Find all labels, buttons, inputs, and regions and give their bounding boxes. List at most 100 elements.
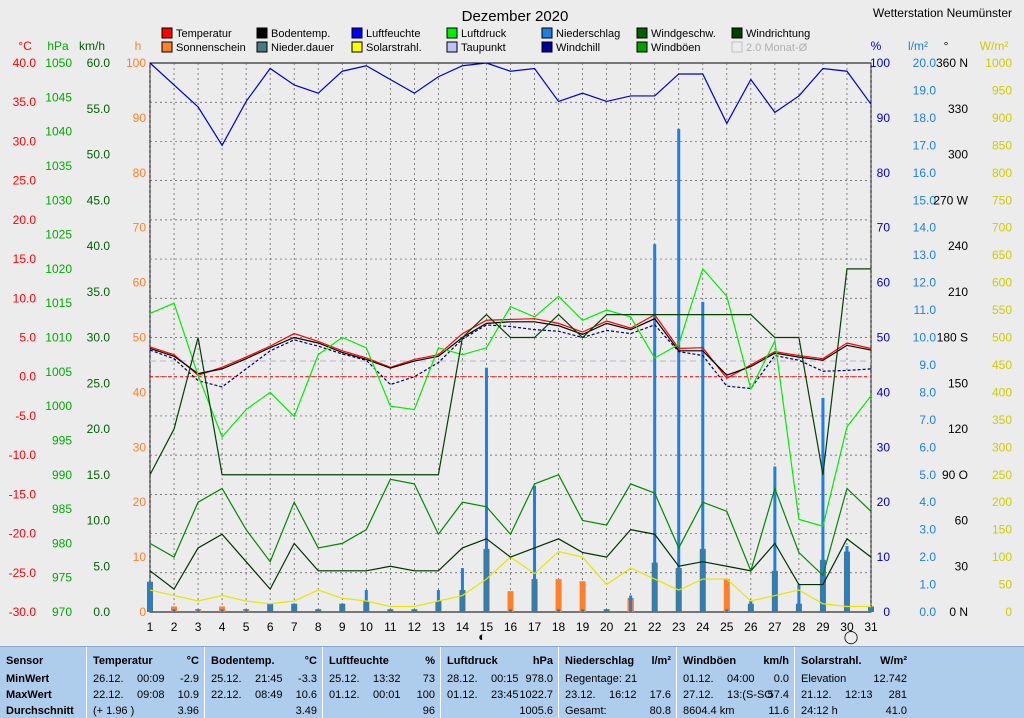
stats-cell-label: Gesamt: <box>565 705 607 717</box>
stats-cell-label: 27.12. <box>683 689 714 701</box>
moon-phase-marker: ◯ <box>844 629 859 645</box>
tick-label-lm2: 11.0 <box>914 303 937 317</box>
legend-swatch <box>256 27 268 39</box>
tick-label-hpa: 1030 <box>45 193 72 207</box>
station-name: Wetterstation Neumünster <box>873 6 1012 20</box>
niederschlag-bar <box>316 609 320 612</box>
legend-swatch <box>256 41 268 53</box>
stats-column: Windböen km/h 01.12. 04:00 0.0 27.12. 13:(S-SO… <box>676 647 795 718</box>
moon-phase-marker: ◐ <box>478 629 486 644</box>
x-tick-label: 17 <box>528 620 542 634</box>
x-tick-label: 16 <box>504 620 518 634</box>
stats-cell-time: 00:15 <box>491 673 519 685</box>
tick-label-wm2: 650 <box>992 248 1012 262</box>
series-line-temperatur <box>149 313 872 380</box>
stats-column-unit: W/m² <box>880 655 907 667</box>
tick-label-temp: -10.0 <box>9 448 37 462</box>
x-tick-label: 3 <box>195 620 202 634</box>
niederschlag-bar <box>773 466 777 612</box>
legend-swatch <box>446 27 458 39</box>
niederschlag-bar <box>460 568 464 612</box>
stats-cell-time: 13:32 <box>373 673 401 685</box>
stats-cell-time: 23:45 <box>491 689 519 701</box>
niederschlag-bar <box>725 609 729 612</box>
niederschlag-bar <box>533 485 537 612</box>
tick-label-temp: -30.0 <box>9 605 37 619</box>
tick-label-kmh: 5.0 <box>93 559 110 573</box>
niederschlag-bar <box>412 609 416 612</box>
sonnenschein-bar <box>555 579 562 612</box>
tick-label-deg: 300 <box>948 148 968 162</box>
legend-swatch <box>636 27 648 39</box>
stats-cell-time: 04:00 <box>727 673 755 685</box>
tick-label-kmh: 60.0 <box>87 56 111 70</box>
stats-column: Bodentemp. °C 25.12. 21:45 -3.3 22.12. 08:49 10… <box>204 647 323 718</box>
stats-column: Niederschlag l/m² Regentage: 21 23.12. 16:12… <box>558 647 677 718</box>
legend-swatch <box>731 27 743 39</box>
stats-column: Temperatur °C 26.12. 00:09 -2.9 22.12. 09:08 10… <box>86 647 205 718</box>
stats-cell-value: 1022.7 <box>519 689 553 701</box>
tick-label-lm2: 19.0 <box>913 83 937 97</box>
tick-label-deg: 210 <box>948 285 968 299</box>
x-tick-label: 23 <box>672 620 686 634</box>
tick-label-hpa: 1000 <box>45 399 72 413</box>
x-tick-label: 18 <box>552 620 566 634</box>
tick-label-kmh: 0.0 <box>93 605 110 619</box>
stats-cell-time: 13:(S-SO <box>727 689 773 701</box>
tick-label-lm2: 20.0 <box>913 56 937 70</box>
stats-cell-value: 11.6 <box>768 705 789 717</box>
stats-cell-label: 25.12. <box>329 673 360 685</box>
series-line-windb-en <box>149 473 872 577</box>
stats-column-unit: °C <box>186 655 199 667</box>
stats-cell-time: 16:12 <box>609 689 637 701</box>
axis-unit-temp: °C <box>18 39 32 53</box>
sonnenschein-bar <box>579 581 586 612</box>
stats-cell-label: Elevation <box>801 673 847 685</box>
x-tick-label: 27 <box>768 620 782 634</box>
legend-swatch <box>351 27 363 39</box>
tick-label-hpa: 1020 <box>45 262 72 276</box>
x-tick-label: 11 <box>384 620 397 634</box>
x-tick-label: 2 <box>171 620 178 634</box>
tick-label-hpa: 995 <box>52 433 72 447</box>
tick-label-deg: 360 N <box>936 56 968 70</box>
tick-label-temp: 5.0 <box>19 331 36 345</box>
stats-cell-value: 3.49 <box>295 705 317 717</box>
tick-label-hpa: 1025 <box>45 228 72 242</box>
legend-swatch <box>161 27 173 39</box>
x-tick-label: 31 <box>864 620 878 634</box>
sonnenschein-bar <box>507 591 514 612</box>
stats-cell-value: 57.4 <box>767 689 789 701</box>
sonnenschein-bar <box>723 579 730 612</box>
tick-label-hours: 0 <box>139 605 146 619</box>
stats-row-label: Durchschnitt <box>6 705 74 717</box>
tick-label-wm2: 700 <box>992 221 1012 235</box>
axis-unit-deg: ° <box>944 39 949 53</box>
tick-label-wm2: 150 <box>992 523 1012 537</box>
axis-unit-lm2: l/m² <box>908 39 928 53</box>
tick-label-hours: 30 <box>133 440 147 454</box>
legend-swatch <box>636 41 648 53</box>
tick-label-lm2: 15.0 <box>913 193 937 207</box>
tick-label-wm2: 800 <box>992 166 1012 180</box>
stats-column-title: Luftfeuchte <box>329 655 389 667</box>
stats-cell-value: 281 <box>888 689 907 701</box>
legend-label: Nieder.dauer <box>271 42 334 54</box>
tick-label-hpa: 1045 <box>45 90 72 104</box>
tick-label-hpa: 1005 <box>45 365 72 379</box>
x-tick-label: 14 <box>456 620 470 634</box>
tick-label-hours: 20 <box>133 495 147 509</box>
stats-row-labels: Sensor MinWert MaxWert Durchschnitt <box>0 647 86 718</box>
x-tick-label: 6 <box>267 620 274 634</box>
stats-row-label: MaxWert <box>6 689 52 701</box>
tick-label-deg: 120 <box>948 422 968 436</box>
x-tick-label: 12 <box>408 620 422 634</box>
tick-label-wm2: 500 <box>992 331 1012 345</box>
legend-label: Windrichtung <box>746 28 810 40</box>
tick-label-lm2: 10.0 <box>913 331 937 345</box>
tick-label-hpa: 980 <box>52 536 72 550</box>
tick-label-lm2: 12.0 <box>913 276 937 290</box>
niederschlag-bar <box>581 609 585 612</box>
stats-cell-time: 00:01 <box>373 689 401 701</box>
tick-label-hours: 80 <box>133 166 147 180</box>
